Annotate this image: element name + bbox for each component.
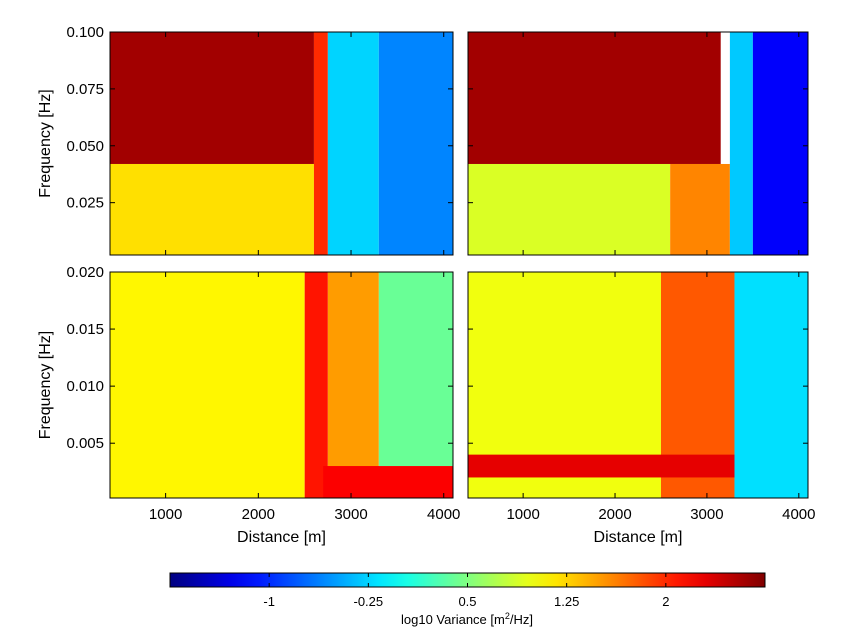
colorbar-label: log10 Variance [m2/Hz]: [401, 611, 533, 627]
heatmap-cells: [110, 272, 453, 498]
x-tick-label: 3000: [334, 506, 367, 523]
heatmap-region: [468, 32, 721, 164]
y-axis-label: Frequency [Hz]: [37, 331, 54, 439]
x-tick-label: 1000: [149, 506, 182, 523]
heatmap-region: [110, 272, 305, 498]
x-tick-label: 3000: [690, 506, 723, 523]
heatmap-region: [752, 32, 808, 255]
axes-frame: [109, 31, 454, 256]
y-tick-label: 0.020: [66, 264, 104, 281]
colorbar-tick-label: 1.25: [554, 594, 579, 609]
colorbar: -1 -0.25 0.5 1.25 2 log10 Variance [m2/Hz]: [169, 572, 766, 627]
x-axis-label: Distance [m]: [237, 529, 326, 546]
x-tick-label: 2000: [242, 506, 275, 523]
heatmap-region: [304, 272, 328, 498]
y-tick-label: 0.005: [66, 435, 104, 452]
panel-top-right: [467, 31, 809, 256]
heatmap-region: [670, 163, 730, 255]
heatmap-cells: [110, 32, 453, 255]
y-tick-label: 0.025: [66, 195, 104, 212]
colorbar-ticks: -1 -0.25 0.5 1.25 2: [263, 573, 669, 609]
y-tick-label: 0.015: [66, 321, 104, 338]
panel-bottom-left: 1000 2000 3000 4000 0.005 0.010 0.015 0.020 Dist…: [37, 264, 460, 546]
heatmap-region: [323, 466, 453, 498]
heatmap-region: [378, 32, 453, 255]
panel-top-left: 0.025 0.050 0.075 0.100 Frequency [Hz]: [37, 24, 454, 256]
heatmap-panels: 0.025 0.050 0.075 0.100 Frequency [Hz] 1000 20…: [37, 24, 815, 546]
y-axis-label: Frequency [Hz]: [37, 89, 54, 197]
heatmap-cells: [468, 32, 808, 255]
heatmap-region: [734, 272, 808, 498]
colorbar-tick-label: 0.5: [458, 594, 476, 609]
y-tick-label: 0.010: [66, 378, 104, 395]
heatmap-region: [110, 32, 314, 164]
axes-frame: [467, 31, 809, 256]
panel-bottom-right: 1000 2000 3000 4000 Distance [m]: [467, 271, 815, 546]
heatmap-region: [327, 32, 379, 255]
heatmap-region: [468, 454, 735, 478]
colorbar-tick-label: -0.25: [354, 594, 384, 609]
colorbar-tick-label: -1: [263, 594, 275, 609]
y-tick-label: 0.075: [66, 81, 104, 98]
x-tick-label: 4000: [782, 506, 815, 523]
heatmap-region: [313, 32, 328, 255]
heatmap-region: [378, 272, 453, 467]
heatmap-region: [729, 32, 753, 255]
x-tick-label: 1000: [506, 506, 539, 523]
y-tick-label: 0.050: [66, 138, 104, 155]
x-tick-label: 4000: [427, 506, 460, 523]
x-axis-label: Distance [m]: [594, 529, 683, 546]
heatmap-cells: [468, 272, 808, 498]
heatmap-region: [110, 163, 314, 255]
x-tick-label: 2000: [598, 506, 631, 523]
y-tick-label: 0.100: [66, 24, 104, 41]
axes-frame: [467, 271, 809, 499]
heatmap-region: [327, 272, 379, 498]
colorbar-tick-label: 2: [662, 594, 669, 609]
heatmap-region: [468, 163, 671, 255]
axes-frame: [109, 271, 454, 499]
